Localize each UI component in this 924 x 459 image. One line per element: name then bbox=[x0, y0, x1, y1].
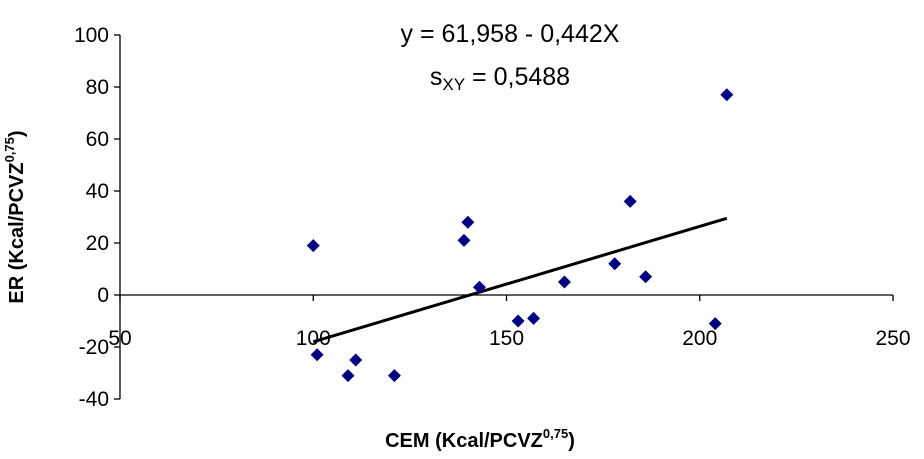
y-axis: -40 -20 0 20 40 60 80 100 bbox=[74, 24, 121, 411]
x-tick-label: 250 bbox=[875, 327, 910, 350]
data-point bbox=[557, 275, 571, 289]
data-point bbox=[708, 317, 722, 331]
data-point bbox=[720, 88, 734, 102]
y-axis-label-close: ) bbox=[6, 130, 28, 137]
y-axis-label-sup: 0,75 bbox=[2, 137, 17, 162]
trendline-group bbox=[312, 216, 728, 344]
y-axis-label: ER (Kcal/PCVZ0,75) bbox=[2, 130, 28, 303]
equation-annotation: y = 61,958 - 0,442X bbox=[401, 20, 620, 48]
y-tick-label: 80 bbox=[86, 76, 109, 99]
y-tick-label: 40 bbox=[86, 180, 109, 203]
sxy-annotation: sXY = 0,5488 bbox=[430, 63, 570, 94]
trendline bbox=[312, 216, 728, 344]
data-point bbox=[527, 311, 541, 325]
data-point bbox=[511, 314, 525, 328]
sxy-symbol: s bbox=[430, 63, 443, 91]
y-tick-label: 100 bbox=[74, 24, 109, 47]
x-tick-label: 150 bbox=[489, 327, 524, 350]
x-axis-label: CEM (Kcal/PCVZ0,75) bbox=[385, 426, 575, 452]
data-point bbox=[461, 215, 475, 229]
y-tick-label: 60 bbox=[86, 128, 109, 151]
sxy-subscript: XY bbox=[442, 75, 465, 94]
y-tick-label: -20 bbox=[79, 336, 109, 359]
y-tick-label: 20 bbox=[86, 232, 109, 255]
data-point bbox=[457, 233, 471, 247]
x-axis-label-close: ) bbox=[568, 430, 575, 452]
data-point bbox=[608, 257, 622, 271]
sxy-value: = 0,5488 bbox=[465, 63, 570, 91]
data-point bbox=[349, 353, 363, 367]
data-point bbox=[472, 280, 486, 294]
data-point bbox=[387, 369, 401, 383]
data-points bbox=[306, 88, 734, 383]
data-point bbox=[306, 239, 320, 253]
x-axis-label-sup: 0,75 bbox=[543, 426, 568, 441]
data-point bbox=[639, 270, 653, 284]
y-tick-label: 0 bbox=[97, 284, 109, 307]
x-tick-label: 50 bbox=[108, 327, 131, 350]
x-axis: 50 100 150 200 250 bbox=[108, 294, 911, 350]
y-axis-label-main: ER (Kcal/PCVZ bbox=[6, 162, 28, 303]
y-tick-label: -40 bbox=[79, 388, 109, 411]
x-axis-label-main: CEM (Kcal/PCVZ bbox=[385, 430, 543, 452]
x-tick-label: 100 bbox=[296, 327, 331, 350]
data-point bbox=[310, 348, 324, 362]
data-point bbox=[341, 369, 355, 383]
x-tick-label: 200 bbox=[682, 327, 717, 350]
data-point bbox=[623, 194, 637, 208]
